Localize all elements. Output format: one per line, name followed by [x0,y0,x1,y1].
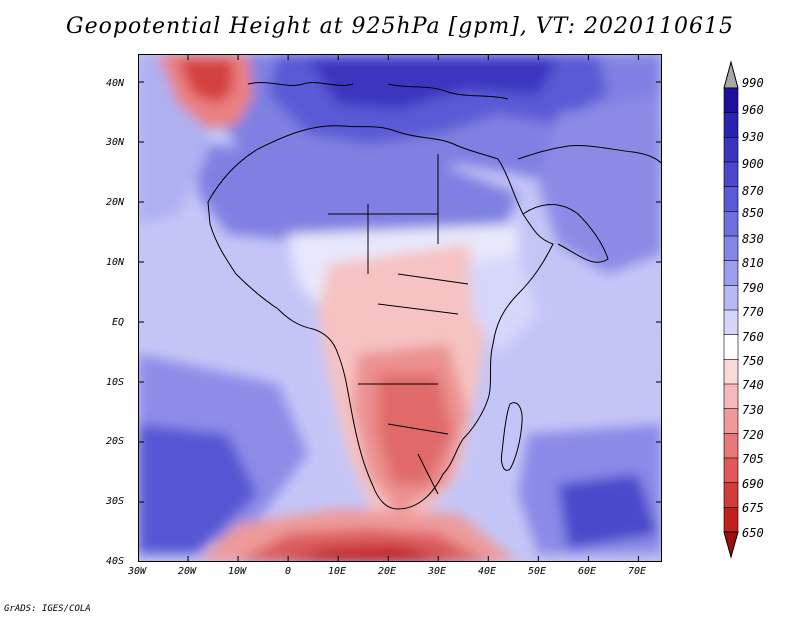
colorbar-label: 930 [742,130,764,144]
colorbar-swatch [723,309,739,336]
colorbar-swatch [723,161,739,188]
colorbar-swatch [723,457,739,484]
lon-tick-label: 70E [628,566,647,577]
colorbar-bottom-arrow [723,531,739,559]
credit-text: GrADS: IGES/COLA [4,604,91,614]
colorbar-swatch [723,285,739,311]
colorbar-label: 650 [742,526,764,540]
lat-tick-label: 10S [106,377,125,388]
colorbar-label: 850 [742,206,764,220]
geopotential-map [137,54,662,563]
colorbar-label: 990 [742,76,764,90]
colorbar-swatch [723,260,739,287]
colorbar-swatch [723,482,739,509]
colorbar-label: 900 [742,157,764,171]
lat-tick-label: 30S [106,496,125,507]
chart-title: Geopotential Height at 925hPa [gpm], VT:… [66,14,734,39]
lon-tick-label: 10E [328,566,347,577]
lat-tick-label: 20S [106,436,125,447]
colorbar-swatch [723,408,739,435]
colorbar-label: 740 [742,378,764,392]
colorbar-swatch [723,334,739,361]
lat-tick-label: 10N [106,257,125,268]
lat-tick-label: 40S [106,556,125,567]
colorbar-label: 720 [742,428,764,442]
map-frame [138,54,662,562]
colorbar-label: 810 [742,256,764,270]
colorbar-swatch [723,507,739,533]
colorbar-swatch [723,186,739,213]
colorbar-label: 730 [742,403,764,417]
lon-tick-label: 30E [428,566,447,577]
colorbar-swatch [723,137,739,163]
colorbar [719,60,799,560]
lon-tick-label: 20W [178,566,197,577]
colorbar-swatch [723,383,739,410]
lon-tick-label: 0 [285,566,292,577]
colorbar-swatch [723,359,739,385]
colorbar-label: 790 [742,281,764,295]
colorbar-label: 870 [742,184,764,198]
colorbar-swatch [723,211,739,237]
colorbar-label: 770 [742,305,764,319]
lon-tick-label: 40E [478,566,497,577]
colorbar-swatch [723,235,739,262]
field-contours [138,54,662,562]
colorbar-label: 690 [742,477,764,491]
colorbar-label: 760 [742,330,764,344]
lat-tick-label: EQ [112,317,125,328]
lat-tick-label: 40N [106,78,125,89]
colorbar-swatch [723,112,739,139]
lat-tick-label: 20N [106,197,125,208]
colorbar-swatches [723,60,739,559]
colorbar-swatch [723,87,739,114]
colorbar-label: 750 [742,354,764,368]
map-panel [137,54,662,563]
coastlines [207,82,662,510]
colorbar-top-arrow [723,60,739,89]
colorbar-label: 830 [742,232,764,246]
lon-tick-label: 60E [578,566,597,577]
lat-tick-label: 30N [106,137,125,148]
colorbar-swatch [723,433,739,459]
lon-tick-label: 10W [228,566,247,577]
colorbar-label: 675 [742,501,764,515]
lon-tick-label: 50E [528,566,547,577]
colorbar-label: 960 [742,103,764,117]
lon-tick-label: 30W [128,566,147,577]
lon-tick-label: 20E [378,566,397,577]
colorbar-label: 705 [742,452,764,466]
